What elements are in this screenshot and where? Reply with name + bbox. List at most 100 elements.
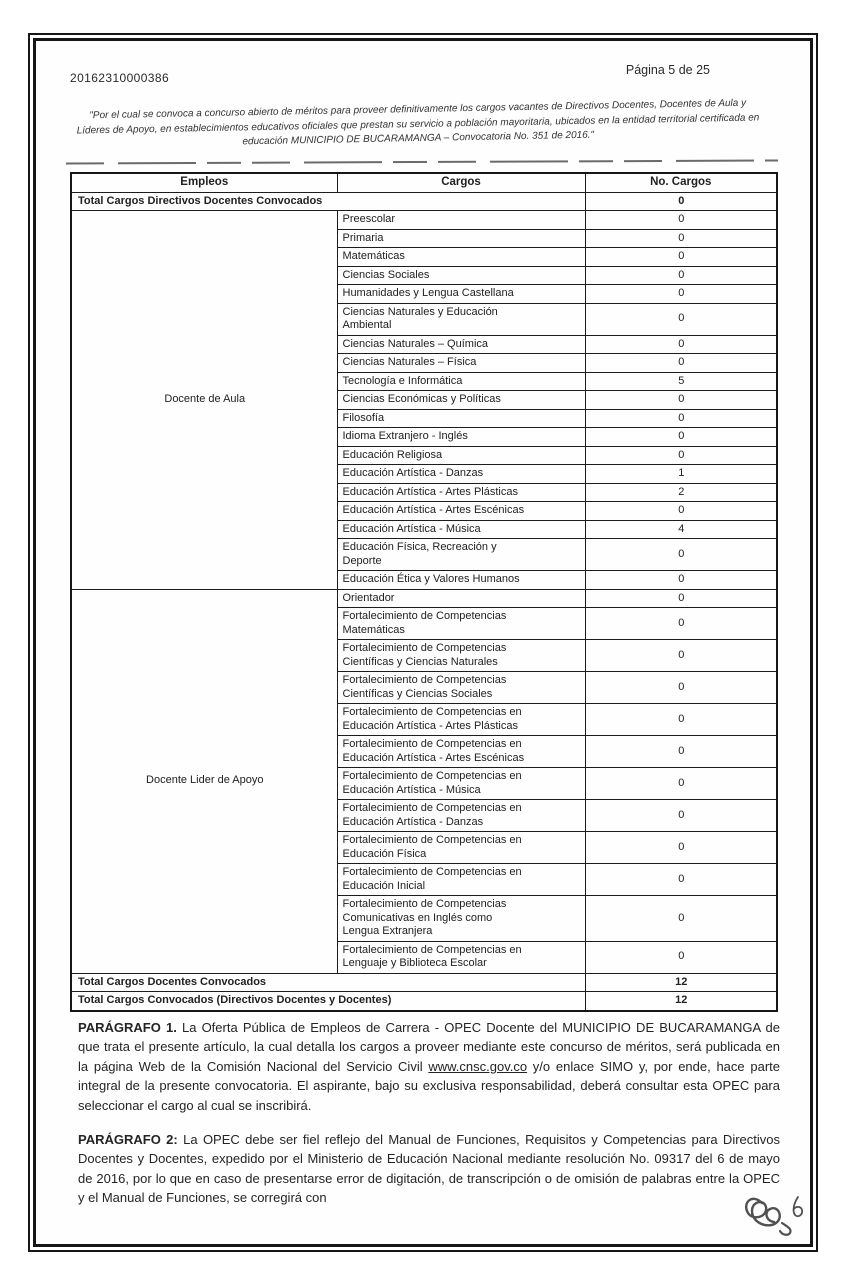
num-cargos-cell: 5 bbox=[584, 371, 778, 391]
body-paragraphs: PARÁGRAFO 1. La Oferta Pública de Empleo… bbox=[78, 1018, 780, 1208]
num-cargos-cell: 0 bbox=[584, 284, 778, 304]
paragrafo-2-label: PARÁGRAFO 2: bbox=[78, 1132, 178, 1148]
rubric-squiggle-icon bbox=[745, 1196, 804, 1236]
num-cargos-cell: 0 bbox=[584, 570, 778, 590]
paragrafo-1-text-before: La Oferta Pública de Empleos de Carrera … bbox=[78, 1020, 781, 1074]
scanned-page: 20162310000386 Página 5 de 25 "Por el cu… bbox=[33, 38, 813, 1247]
total-row: Total Cargos Directivos Docentes Convoca… bbox=[70, 191, 778, 211]
num-cargos-cell: 0 bbox=[584, 863, 778, 896]
total-row-label: Total Cargos Directivos Docentes Convoca… bbox=[70, 191, 586, 211]
cargo-cell: Ciencias Sociales bbox=[336, 265, 586, 285]
table-row: Primaria 0 bbox=[71, 228, 778, 248]
cargo-cell: Fortalecimiento de Competencias en Educa… bbox=[336, 863, 586, 896]
num-cargos-cell: 0 bbox=[584, 501, 778, 521]
cargo-cell: Humanidades y Lengua Castellana bbox=[336, 284, 586, 304]
paragrafo-2: PARÁGRAFO 2: La OPEC debe ser fiel refle… bbox=[78, 1130, 780, 1208]
num-cargos-cell: 0 bbox=[584, 588, 778, 608]
col-header: No. Cargos bbox=[584, 172, 778, 193]
table-row: Docente Lider de Apoyo Orientador 0 bbox=[70, 588, 778, 974]
col-header: Empleos bbox=[70, 172, 338, 193]
table-row: Idioma Extranjero - Inglés 0 bbox=[71, 427, 778, 447]
cargo-cell: Fortalecimiento de Competencias en Lengu… bbox=[336, 940, 586, 974]
num-cargos-cell: 0 bbox=[584, 265, 778, 285]
cargo-cell: Fortalecimiento de Competencias en Educa… bbox=[336, 831, 586, 864]
table-row: Ciencias Naturales – Química 0 bbox=[71, 334, 778, 354]
table-row: Fortalecimiento de Competencias Científi… bbox=[71, 671, 778, 704]
num-cargos-cell: 0 bbox=[584, 940, 778, 974]
document-number: 20162310000386 bbox=[70, 71, 170, 85]
num-cargos-cell: 0 bbox=[584, 799, 778, 832]
table-row: Educación Artística - Música 4 bbox=[71, 519, 778, 539]
table-row: Fortalecimiento de Competencias en Educa… bbox=[71, 703, 778, 736]
table-row: Docente de Aula Preescolar 0 bbox=[70, 210, 778, 590]
paragrafo-1-text-after: y/o enlace SIMO y, por ende, hace parte … bbox=[78, 1058, 780, 1113]
total-row: Total Cargos Docentes Convocados 12 bbox=[70, 972, 778, 992]
num-cargos-cell: 0 bbox=[584, 302, 778, 336]
num-cargos-cell: 0 bbox=[584, 538, 778, 571]
cargo-cell: Educación Artística - Artes Plásticas bbox=[336, 482, 586, 502]
table-row: Educación Ética y Valores Humanos 0 bbox=[71, 570, 778, 590]
cargo-cell: Preescolar bbox=[336, 210, 586, 230]
cargo-cell: Ciencias Económicas y Políticas bbox=[336, 390, 586, 410]
num-cargos-cell: 2 bbox=[584, 482, 778, 502]
convocatoria-quote: "Por el cual se convoca a concurso abier… bbox=[76, 97, 760, 148]
table-row: Educación Religiosa 0 bbox=[71, 445, 778, 465]
total-row-value: 0 bbox=[584, 191, 778, 211]
cargo-cell: Filosofía bbox=[336, 408, 586, 428]
num-cargos-cell: 0 bbox=[584, 353, 778, 373]
table-row: Fortalecimiento de Competencias en Educa… bbox=[71, 831, 778, 864]
paragrafo-1-label: PARÁGRAFO 1. bbox=[78, 1020, 177, 1035]
num-cargos-cell: 4 bbox=[584, 519, 778, 539]
page-border-frame: 20162310000386 Página 5 de 25 "Por el cu… bbox=[28, 33, 818, 1252]
cargo-cell: Educación Religiosa bbox=[336, 445, 586, 465]
positions-table: Empleos Cargos No. Cargos Total Cargos Dir… bbox=[70, 172, 778, 1012]
cargo-cell: Primaria bbox=[336, 228, 586, 248]
cnsc-url-text: www.cnsc.gov.co bbox=[428, 1058, 528, 1074]
total-row-value: 12 bbox=[584, 972, 778, 992]
cargo-cell: Orientador bbox=[336, 588, 586, 608]
table-row: Fortalecimiento de Competencias en Educa… bbox=[71, 863, 778, 896]
num-cargos-cell: 0 bbox=[584, 895, 778, 942]
num-cargos-cell: 0 bbox=[584, 735, 778, 768]
cargo-cell: Matemáticas bbox=[336, 247, 586, 267]
num-cargos-cell: 1 bbox=[584, 464, 778, 484]
num-cargos-cell: 0 bbox=[584, 445, 778, 465]
num-cargos-cell: 0 bbox=[584, 334, 778, 354]
cargo-cell: Educación Artística - Música bbox=[336, 519, 586, 539]
num-cargos-cell: 0 bbox=[584, 390, 778, 410]
cargo-cell: Fortalecimiento de Competencias en Educa… bbox=[336, 735, 586, 768]
table-row: Fortalecimiento de Competencias Comunica… bbox=[71, 895, 778, 942]
num-cargos-cell: 0 bbox=[584, 639, 778, 672]
table-row: Fortalecimiento de Competencias en Lengu… bbox=[71, 940, 778, 974]
cargo-cell: Idioma Extranjero - Inglés bbox=[336, 427, 586, 447]
cargo-cell: Fortalecimiento de Competencias Matemáti… bbox=[336, 607, 586, 640]
cargo-cell: Tecnología e Informática bbox=[336, 371, 586, 391]
num-cargos-cell: 0 bbox=[584, 703, 778, 736]
separator-dash-line bbox=[65, 159, 779, 165]
cargo-cell: Ciencias Naturales y Educación Ambiental bbox=[336, 302, 586, 336]
num-cargos-cell: 0 bbox=[584, 228, 778, 248]
num-cargos-cell: 0 bbox=[584, 831, 778, 864]
num-cargos-cell: 0 bbox=[584, 408, 778, 428]
total-row: Total Cargos Convocados (Directivos Doce… bbox=[70, 991, 778, 1011]
table-row: Ciencias Naturales y Educación Ambiental… bbox=[71, 302, 778, 336]
table-body: Total Cargos Directivos Docentes Convoca… bbox=[70, 191, 778, 1011]
total-row-label: Total Cargos Convocados (Directivos Doce… bbox=[70, 991, 586, 1011]
num-cargos-cell: 0 bbox=[584, 247, 778, 267]
page-indicator: Página 5 de 25 bbox=[625, 63, 710, 77]
cargo-cell: Ciencias Naturales – Química bbox=[336, 334, 586, 354]
cargo-cell: Educación Física, Recreación y Deporte bbox=[336, 538, 586, 571]
paragrafo-2-text: La OPEC debe ser fiel reflejo del Manual… bbox=[78, 1132, 780, 1206]
empleo-cell: Docente de Aula bbox=[70, 210, 338, 590]
table-row: Educación Artística - Danzas 1 bbox=[71, 464, 778, 484]
num-cargos-cell: 0 bbox=[584, 210, 778, 230]
cargo-cell: Educación Artística - Danzas bbox=[336, 464, 586, 484]
total-row-value: 12 bbox=[584, 991, 778, 1011]
num-cargos-cell: 0 bbox=[584, 767, 778, 800]
table-row: Fortalecimiento de Competencias en Educa… bbox=[71, 735, 778, 768]
table-row: Educación Física, Recreación y Deporte 0 bbox=[71, 538, 778, 571]
cargo-cell: Fortalecimiento de Competencias en Educa… bbox=[336, 767, 586, 800]
table-row: Educación Artística - Artes Escénicas 0 bbox=[71, 501, 778, 521]
cargo-cell: Educación Artística - Artes Escénicas bbox=[336, 501, 586, 521]
cargo-cell: Educación Ética y Valores Humanos bbox=[336, 570, 586, 590]
